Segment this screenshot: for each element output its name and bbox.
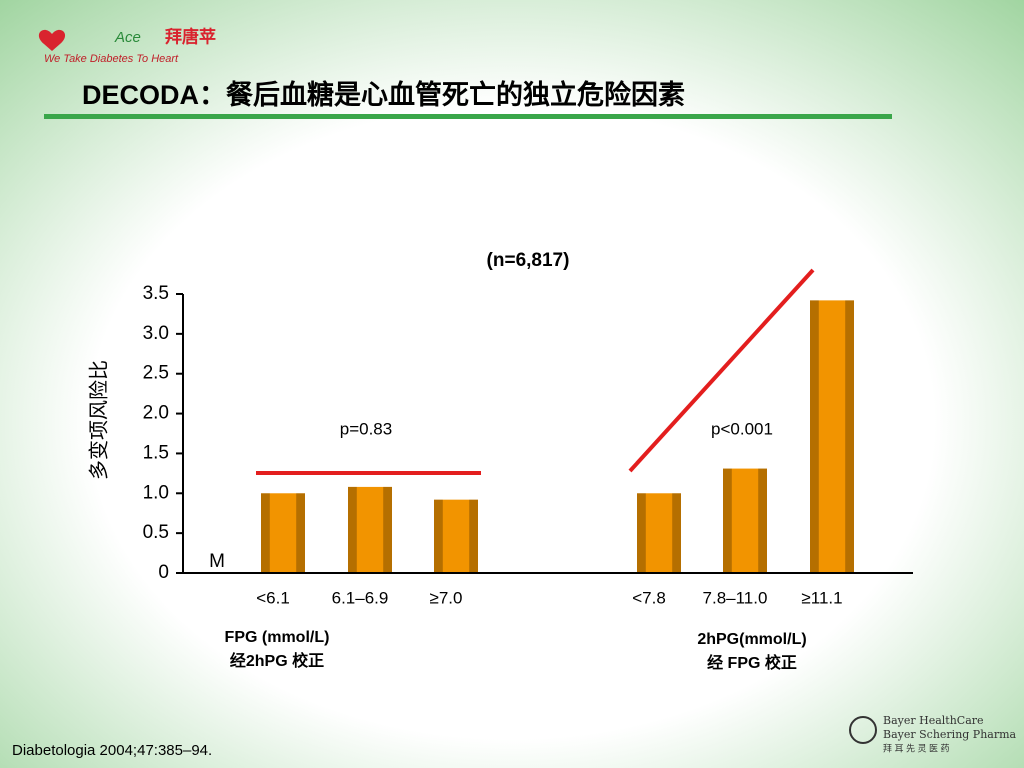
company-name: Bayer Schering Pharma	[883, 728, 1017, 741]
y-tick-label: 0	[158, 562, 169, 583]
title-rule	[44, 114, 892, 119]
bar	[810, 300, 854, 573]
bar-shade	[672, 493, 681, 573]
bar-shade	[434, 499, 443, 573]
bar-shade	[383, 486, 392, 573]
y-tick-label: 3.5	[143, 283, 169, 304]
y-axis-label: 多变项风险比	[87, 360, 111, 480]
bar-shade	[261, 493, 270, 573]
bar	[348, 486, 392, 573]
bayer-logo	[849, 716, 877, 744]
y-tick-label: 2.5	[143, 363, 169, 384]
bar	[261, 493, 305, 573]
trend-line	[628, 268, 815, 473]
p-value: p=0.83	[340, 419, 392, 438]
slide-title: DECODA：餐后血糖是心血管死亡的独立危险因素	[82, 79, 685, 110]
p-value: p<0.001	[711, 419, 773, 438]
chart-title: (n=6,817)	[487, 250, 570, 271]
bar-shade	[810, 300, 819, 573]
x-tick-label: <6.1	[256, 588, 290, 607]
y-tick-label: 1.5	[143, 442, 169, 463]
bar	[434, 499, 478, 573]
group-note: 经2hPG 校正	[230, 651, 324, 670]
x-tick-label: 6.1–6.9	[332, 588, 389, 607]
bar-shade	[637, 493, 646, 573]
bar-shade	[758, 468, 767, 573]
logo-tagline: We Take Diabetes To Heart	[44, 53, 179, 65]
bar-shade	[469, 499, 478, 573]
bar-shade	[845, 300, 854, 573]
bar-shade	[348, 486, 357, 573]
x-tick-label: ≥11.1	[801, 588, 842, 607]
x-tick-label: 7.8–11.0	[703, 588, 768, 607]
x-tick-label: <7.8	[632, 588, 666, 607]
logo-ace: Ace	[114, 29, 141, 46]
bar-shade	[296, 493, 305, 573]
group-note: 经 FPG 校正	[707, 653, 797, 672]
group-title: FPG (mmol/L)	[225, 629, 330, 646]
logo-brand: 拜唐苹	[165, 26, 216, 46]
plot: 0 0.5 1.0 1.5 2.0 2.5 3.0 3.5 <6.1 6.1–6.9 ≥7.0 <7.…	[143, 283, 913, 607]
bar	[637, 493, 681, 573]
bar-shade	[723, 468, 732, 573]
y-tick-label: 1.0	[143, 482, 169, 503]
y-tick-label: 0.5	[143, 522, 169, 543]
logo-heart	[38, 29, 66, 51]
y-tick-label: 3.0	[143, 323, 169, 344]
group-title: 2hPG(mmol/L)	[697, 631, 806, 648]
company-name-cn: 拜 耳 先 灵 医 药	[883, 742, 950, 753]
company-name: Bayer HealthCare	[883, 714, 984, 727]
citation: Diabetologia 2004;47:385–94.	[12, 742, 212, 759]
origin-marker: M	[209, 551, 225, 572]
bar	[723, 468, 767, 573]
y-tick-label: 2.0	[143, 403, 169, 424]
x-tick-label: ≥7.0	[430, 588, 463, 607]
